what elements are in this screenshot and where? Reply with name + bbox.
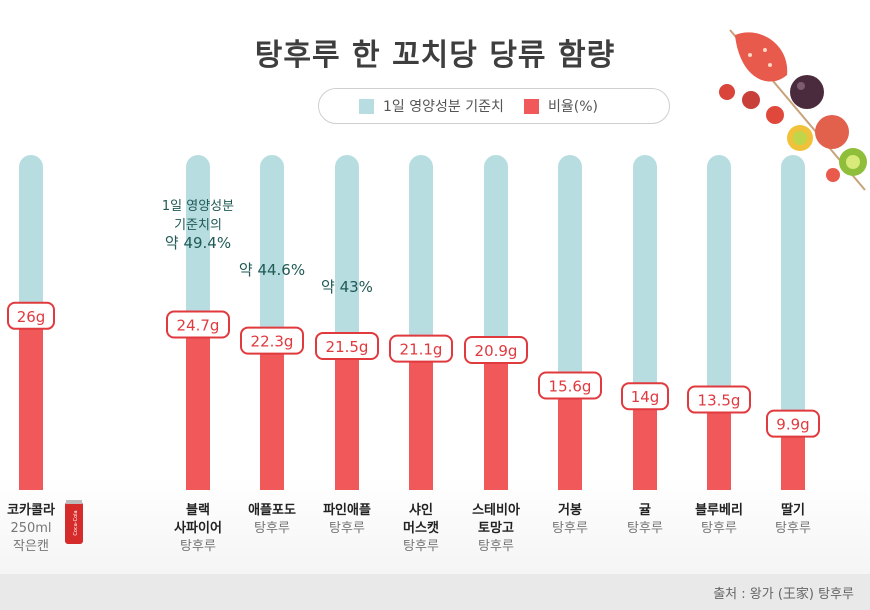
- value-label-box: [464, 335, 528, 364]
- footer-bar: 출처 : 왕가 (王家) 탕후루: [0, 574, 870, 610]
- value-label-box: [7, 301, 55, 330]
- strawberry-icon: [735, 32, 788, 82]
- value-bar: [409, 348, 433, 490]
- value-bar: [186, 324, 210, 490]
- data-label: 20.9g: [475, 342, 518, 360]
- category-label: 탕후루: [329, 521, 365, 536]
- category-label: 머스캣: [403, 520, 439, 536]
- chart-title: 탕후루 한 꼬치당 당류 함량: [254, 38, 616, 73]
- chart-legend: 1일 영양성분 기준치 비율(%): [318, 88, 670, 124]
- legend-label-ratio: 비율(%): [548, 99, 598, 115]
- data-label: 21.5g: [326, 338, 369, 356]
- category-label: 탕후루: [552, 521, 588, 536]
- cola-can-icon: Coca-Cola: [65, 500, 83, 544]
- category-label: 딸기: [781, 503, 805, 518]
- value-bar: [633, 396, 657, 490]
- value-label-box: [166, 310, 230, 339]
- category-label: 스테비아: [472, 502, 520, 518]
- category-label: 애플포도: [248, 502, 296, 518]
- category-label: 탕후루: [403, 539, 439, 554]
- value-label-box: [538, 371, 602, 400]
- value-bar: [707, 399, 731, 490]
- annotation-text: 기준치의: [174, 218, 222, 233]
- data-label: 21.1g: [400, 341, 443, 359]
- value-bar: [260, 340, 284, 490]
- value-label-box: [687, 385, 751, 414]
- fruit-skewer-illustration: [719, 29, 867, 191]
- data-label: 24.7g: [177, 317, 220, 335]
- category-label: 거봉: [558, 503, 582, 518]
- reference-bar: [781, 155, 805, 490]
- category-label: 귤: [639, 503, 651, 518]
- svg-text:Coca-Cola: Coca-Cola: [73, 510, 79, 535]
- legend-swatch-reference: [359, 99, 374, 114]
- value-bar: [335, 345, 359, 490]
- annotation-text: 약 49.4%: [165, 234, 231, 252]
- data-label: 22.3g: [251, 333, 294, 351]
- annotation-text: 1일 영양성분: [162, 199, 234, 214]
- value-bar: [558, 385, 582, 490]
- annotation-text: 약 43%: [321, 278, 373, 296]
- category-label: 토망고: [478, 520, 514, 536]
- value-label-box: [315, 331, 379, 360]
- legend-swatch-ratio: [524, 99, 539, 114]
- data-label: 14g: [631, 388, 660, 406]
- value-label-box: [389, 334, 453, 363]
- value-label-box: [240, 326, 304, 355]
- category-label: 탕후루: [478, 539, 514, 554]
- source-text: 출처 : 왕가 (王家) 탕후루: [713, 587, 854, 602]
- category-label: 작은캔: [13, 539, 49, 554]
- category-label: 사파이어: [174, 520, 222, 536]
- category-label: 250ml: [10, 521, 51, 536]
- data-label: 15.6g: [549, 377, 592, 395]
- category-label: 탕후루: [254, 521, 290, 536]
- category-label: 샤인: [409, 502, 433, 518]
- category-label: 코카콜라: [7, 502, 55, 518]
- category-label: 탕후루: [627, 521, 663, 536]
- value-label-box: [621, 382, 669, 411]
- category-label: 탕후루: [775, 521, 811, 536]
- annotation-text: 약 44.6%: [239, 261, 305, 279]
- category-label: 파인애플: [323, 502, 371, 518]
- data-label: 9.9g: [776, 416, 809, 434]
- value-label-box: [766, 409, 820, 438]
- data-label: 26g: [17, 308, 46, 326]
- category-label: 블랙: [186, 502, 210, 518]
- category-label: 블루베리: [695, 502, 743, 518]
- value-bar: [19, 315, 43, 490]
- value-bar: [484, 349, 508, 490]
- legend-label-reference: 1일 영양성분 기준치: [383, 99, 504, 115]
- bar-chart: 26g코카콜라250ml작은캔24.7g블랙사파이어탕후루22.3g애플포도탕후…: [7, 155, 820, 554]
- category-label: 탕후루: [180, 539, 216, 554]
- category-label: 탕후루: [701, 521, 737, 536]
- data-label: 13.5g: [698, 392, 741, 410]
